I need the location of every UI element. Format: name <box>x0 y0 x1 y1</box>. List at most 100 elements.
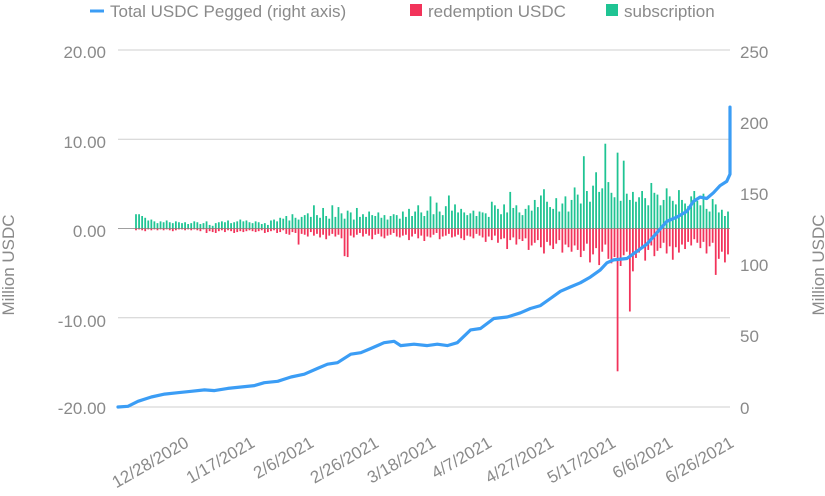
subscription-bar <box>493 205 496 229</box>
redemption-bar <box>509 228 512 241</box>
redemption-bar <box>349 228 352 236</box>
redemption-bar <box>168 228 171 231</box>
subscription-bar <box>714 204 717 229</box>
redemption-bar <box>472 228 475 239</box>
redemption-bar <box>724 228 726 263</box>
redemption-bar <box>610 228 613 264</box>
subscription-bar <box>604 143 607 229</box>
y-left-tick-label: 20.00 <box>63 43 106 62</box>
redemption-bar <box>380 228 383 237</box>
redemption-bar <box>635 228 637 258</box>
subscription-bar <box>497 208 499 229</box>
redemption-bar <box>343 228 346 257</box>
redemption-bar <box>573 228 576 246</box>
subscription-bar <box>650 182 653 229</box>
subscription-bar <box>300 216 303 229</box>
subscription-bar <box>665 188 668 229</box>
redemption-bar <box>601 228 604 252</box>
subscription-bar <box>567 211 570 229</box>
subscription-bar <box>263 223 266 229</box>
subscription-bar <box>276 221 278 229</box>
redemption-bar <box>224 228 226 233</box>
redemption-bar <box>530 228 533 246</box>
y-left-tick-label: 0.00 <box>73 222 106 241</box>
redemption-bar <box>248 228 251 231</box>
subscription-bar <box>441 215 444 229</box>
subscription-bar <box>533 199 536 229</box>
redemption-bar <box>429 228 432 238</box>
redemption-bar <box>564 228 567 245</box>
subscription-bar <box>512 207 515 229</box>
subscription-bar <box>582 156 585 229</box>
redemption-bar <box>313 228 315 236</box>
subscription-bar <box>717 212 720 229</box>
subscription-bar <box>233 222 236 229</box>
subscription-bar <box>239 219 242 229</box>
redemption-bar <box>435 228 438 233</box>
subscription-bar <box>187 224 190 229</box>
subscription-bar <box>724 216 726 229</box>
redemption-bars <box>135 228 729 372</box>
subscription-bar <box>248 222 251 229</box>
redemption-bar <box>521 228 524 241</box>
subscription-bar <box>586 191 588 229</box>
subscription-bars <box>135 143 729 229</box>
subscription-bar <box>727 211 729 229</box>
subscription-bar <box>199 224 202 229</box>
subscription-bar <box>153 221 156 229</box>
redemption-bar <box>632 228 634 272</box>
redemption-bar <box>279 228 282 233</box>
redemption-bar <box>665 228 668 254</box>
redemption-bar <box>570 228 573 252</box>
redemption-bar <box>567 228 570 248</box>
subscription-bar <box>230 223 232 229</box>
redemption-bar <box>503 228 505 239</box>
redemption-bar <box>267 228 269 233</box>
redemption-bar <box>405 228 407 235</box>
legend-label-subscription: subscription <box>624 2 715 21</box>
redemption-bar <box>362 228 364 237</box>
redemption-bar <box>454 228 456 237</box>
y-left-tick-label: -10.00 <box>58 312 106 331</box>
redemption-bar <box>359 228 361 233</box>
subscription-bar <box>417 205 420 229</box>
subscription-bar <box>668 196 671 229</box>
subscription-bar <box>245 220 248 229</box>
x-axis-ticks: 12/28/2020 1/17/2021 2/6/2021 2/26/2021 … <box>109 433 737 492</box>
redemption-bar <box>398 228 401 238</box>
redemption-bar <box>524 228 527 239</box>
subscription-bar <box>144 217 147 229</box>
redemption-bar <box>156 228 159 231</box>
subscription-bar <box>527 205 530 229</box>
y-axis-right-title: Million USDC <box>809 214 825 315</box>
redemption-bar <box>270 228 272 232</box>
redemption-bar <box>619 228 622 266</box>
subscription-bar <box>610 192 613 229</box>
subscription-bar <box>641 191 643 229</box>
redemption-bar <box>589 228 591 263</box>
subscription-bar <box>589 201 591 229</box>
subscription-bar <box>193 221 196 229</box>
redemption-bar <box>300 228 303 234</box>
subscription-bar <box>395 215 398 229</box>
redemption-bar <box>153 228 156 230</box>
redemption-bar <box>493 228 496 236</box>
redemption-bar <box>288 228 291 235</box>
legend-label-redemption: redemption USDC <box>428 2 566 21</box>
subscription-bar <box>647 205 650 229</box>
redemption-bar <box>316 228 318 234</box>
legend-swatch-redemption <box>410 4 422 16</box>
redemption-bar <box>432 228 435 235</box>
redemption-bar <box>239 228 242 232</box>
subscription-bar <box>408 208 410 229</box>
subscription-bar <box>432 214 435 229</box>
redemption-bar <box>196 228 199 231</box>
redemption-bar <box>285 228 288 234</box>
subscription-bar <box>383 215 386 229</box>
subscription-bar <box>374 216 377 229</box>
redemption-bar <box>242 228 245 233</box>
subscription-bar <box>444 206 447 229</box>
subscription-bar <box>619 200 622 229</box>
subscription-bar <box>598 191 601 229</box>
subscription-bar <box>579 203 582 229</box>
